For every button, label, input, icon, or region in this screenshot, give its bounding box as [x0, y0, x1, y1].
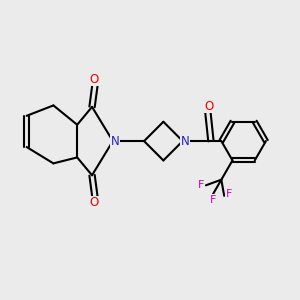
Text: N: N: [181, 135, 189, 148]
Text: F: F: [225, 189, 232, 199]
Text: F: F: [209, 195, 216, 205]
Text: O: O: [205, 100, 214, 113]
Text: O: O: [89, 196, 98, 209]
Text: F: F: [197, 180, 204, 190]
Text: N: N: [111, 135, 120, 148]
Text: O: O: [89, 73, 98, 86]
